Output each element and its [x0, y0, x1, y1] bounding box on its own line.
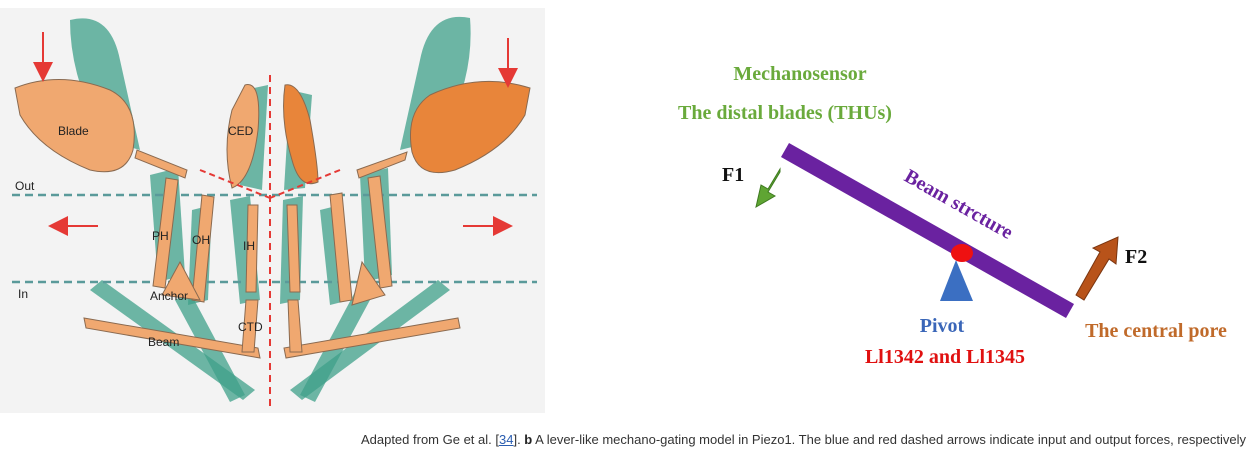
right-blade-linker [356, 151, 408, 179]
f1-arrow [755, 167, 781, 209]
mechanosensor-label: Mechanosensor [733, 63, 866, 85]
in-label: In [18, 287, 28, 301]
ctd-label: CTD [238, 320, 263, 334]
left-anchor [161, 260, 201, 301]
panel-b: Mechanosensor The distal blades (THUs) B… [678, 63, 1227, 368]
out-label: Out [15, 179, 35, 193]
pivot-label: Pivot [920, 315, 965, 337]
beam-label: Beam [148, 335, 179, 349]
central-pore-label: The central pore [1085, 320, 1227, 342]
reference-link[interactable]: 34 [498, 432, 514, 447]
f2-label: F2 [1125, 246, 1147, 268]
pivot-red-dot [951, 244, 973, 262]
right-oh-rod [329, 192, 353, 303]
caption-panel-letter: b [524, 432, 533, 447]
caption-text: A lever-like mechano-gating model in Pie… [532, 432, 1246, 447]
left-v-line [199, 169, 271, 199]
caption-prefix: Adapted from Ge et al. [ [360, 432, 499, 447]
caption-suffix: ]. [513, 432, 525, 447]
distal-blades-label: The distal blades (THUs) [678, 102, 892, 124]
anchor-label: Anchor [150, 289, 188, 303]
f2-arrow [1075, 236, 1119, 301]
f2-arrow-shape [1075, 236, 1119, 301]
beam-structure-bar [781, 143, 1074, 318]
figure-caption: Adapted from Ge et al. [34]. b A lever-l… [0, 432, 1246, 447]
blade-label: Blade [58, 124, 89, 138]
left-beam-rod [83, 317, 261, 359]
ih-label: IH [243, 239, 255, 253]
right-beam-rod [283, 317, 461, 359]
right-blade [409, 81, 531, 174]
left-ph-rod [152, 177, 179, 289]
right-ih-rod [286, 204, 301, 293]
panel-a: Blade CED Out In PH OH IH Anchor Beam CT… [0, 8, 545, 413]
left-ced [226, 84, 260, 189]
f1-label: F1 [722, 164, 744, 186]
left-ih-rod [245, 204, 259, 293]
left-blade [14, 79, 135, 173]
right-v-line [269, 169, 341, 199]
left-blade-linker [134, 149, 188, 179]
helix-rods [83, 149, 461, 359]
right-anchor [351, 260, 386, 306]
right-ph-rod [367, 175, 393, 289]
left-oh-rod [191, 194, 215, 303]
right-ced [283, 84, 319, 185]
right-ctd-rod [287, 299, 303, 353]
residues-label: Ll1342 and Ll1345 [865, 346, 1025, 368]
f1-arrow-shape [755, 167, 781, 209]
ced-label: CED [228, 124, 254, 138]
pivot-triangle [940, 260, 973, 301]
ph-label: PH [152, 229, 169, 243]
oh-label: OH [192, 233, 210, 247]
left-ctd-rod [241, 299, 259, 353]
